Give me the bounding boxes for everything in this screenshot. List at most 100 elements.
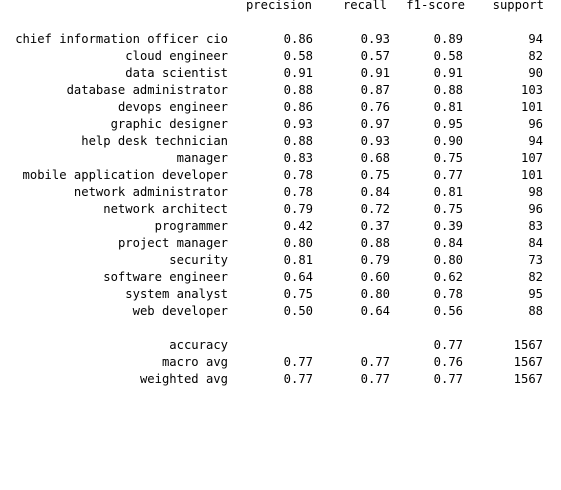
support-value: 96	[528, 117, 543, 131]
class-label: data scientist	[125, 66, 228, 80]
precision-value: 0.75	[283, 287, 313, 301]
precision-value: 0.91	[283, 66, 313, 80]
support-value: 96	[528, 202, 543, 216]
recall-value: 0.80	[360, 287, 390, 301]
class-label: software engineer	[103, 270, 228, 284]
support-value: 84	[528, 236, 543, 250]
precision-value: 0.80	[283, 236, 313, 250]
recall-value: 0.79	[360, 253, 390, 267]
table-row: database administrator 0.88 0.87 0.88 10…	[0, 82, 561, 99]
class-label: network architect	[103, 202, 228, 216]
recall-value: 0.37	[360, 219, 390, 233]
recall-value: 0.91	[360, 66, 390, 80]
support-value: 73	[528, 253, 543, 267]
table-row: data scientist 0.91 0.91 0.91 90	[0, 65, 561, 82]
support-value: 95	[528, 287, 543, 301]
recall-value: 0.97	[360, 117, 390, 131]
support-value: 107	[520, 151, 543, 165]
summary-label: macro avg	[161, 355, 228, 369]
recall-value: 0.93	[360, 32, 390, 46]
table-row: manager 0.83 0.68 0.75 107	[0, 150, 561, 167]
precision-value: 0.58	[283, 49, 313, 63]
f1-score-value: 0.89	[433, 32, 463, 46]
class-label: project manager	[117, 236, 228, 250]
f1-score-value: 0.58	[433, 49, 463, 63]
table-row: devops engineer 0.86 0.76 0.81 101	[0, 99, 561, 116]
support-value: 101	[520, 100, 543, 114]
summary-row-weighted-avg: weighted avg 0.77 0.77 0.77 1567	[0, 371, 561, 388]
support-value: 82	[528, 270, 543, 284]
precision-value: 0.78	[283, 168, 313, 182]
class-label: graphic designer	[110, 117, 228, 131]
table-row: graphic designer 0.93 0.97 0.95 96	[0, 116, 561, 133]
precision-value: 0.83	[283, 151, 313, 165]
f1-score-value: 0.77	[433, 168, 463, 182]
precision-value: 0.88	[283, 83, 313, 97]
f1-score-value: 0.77	[433, 338, 463, 352]
recall-value: 0.87	[360, 83, 390, 97]
table-row: network architect 0.79 0.72 0.75 96	[0, 201, 561, 218]
support-value: 103	[520, 83, 543, 97]
header-support: support	[492, 0, 544, 12]
f1-score-value: 0.95	[433, 117, 463, 131]
f1-score-value: 0.84	[433, 236, 463, 250]
f1-score-value: 0.75	[433, 151, 463, 165]
recall-value: 0.77	[360, 355, 390, 369]
f1-score-value: 0.62	[433, 270, 463, 284]
class-label: chief information officer cio	[15, 32, 228, 46]
precision-value: 0.79	[283, 202, 313, 216]
precision-value: 0.88	[283, 134, 313, 148]
class-label: devops engineer	[117, 100, 228, 114]
f1-score-value: 0.81	[433, 100, 463, 114]
recall-value: 0.72	[360, 202, 390, 216]
table-row: network administrator 0.78 0.84 0.81 98	[0, 184, 561, 201]
f1-score-value: 0.91	[433, 66, 463, 80]
precision-value: 0.78	[283, 185, 313, 199]
precision-value: 0.42	[283, 219, 313, 233]
recall-value: 0.64	[360, 304, 390, 318]
f1-score-value: 0.81	[433, 185, 463, 199]
precision-value: 0.86	[283, 100, 313, 114]
class-label: database administrator	[66, 83, 228, 97]
header-row: precision recall f1-score support	[0, 0, 561, 14]
precision-value: 0.77	[283, 372, 313, 386]
recall-value: 0.68	[360, 151, 390, 165]
support-value: 1567	[513, 355, 543, 369]
support-value: 82	[528, 49, 543, 63]
f1-score-value: 0.78	[433, 287, 463, 301]
table-row: chief information officer cio 0.86 0.93 …	[0, 31, 561, 48]
support-value: 101	[520, 168, 543, 182]
support-value: 94	[528, 134, 543, 148]
recall-value: 0.88	[360, 236, 390, 250]
support-value: 88	[528, 304, 543, 318]
recall-value: 0.57	[360, 49, 390, 63]
precision-value: 0.64	[283, 270, 313, 284]
header-precision: precision	[245, 0, 312, 12]
support-value: 1567	[513, 372, 543, 386]
summary-row-macro-avg: macro avg 0.77 0.77 0.76 1567	[0, 354, 561, 371]
f1-score-value: 0.80	[433, 253, 463, 267]
table-row: project manager 0.80 0.88 0.84 84	[0, 235, 561, 252]
f1-score-value: 0.77	[433, 372, 463, 386]
f1-score-value: 0.39	[433, 219, 463, 233]
summary-row-accuracy: accuracy 0.77 1567	[0, 337, 561, 354]
classification-report: precision recall f1-score support chief …	[0, 0, 561, 388]
support-value: 83	[528, 219, 543, 233]
table-row: mobile application developer 0.78 0.75 0…	[0, 167, 561, 184]
table-row: cloud engineer 0.58 0.57 0.58 82	[0, 48, 561, 65]
recall-value: 0.75	[360, 168, 390, 182]
table-row: programmer 0.42 0.37 0.39 83	[0, 218, 561, 235]
support-value: 98	[528, 185, 543, 199]
header-f1-score: f1-score	[406, 0, 465, 12]
support-value: 1567	[513, 338, 543, 352]
precision-value: 0.86	[283, 32, 313, 46]
f1-score-value: 0.88	[433, 83, 463, 97]
support-value: 90	[528, 66, 543, 80]
recall-value: 0.60	[360, 270, 390, 284]
class-label: programmer	[154, 219, 228, 233]
table-row: security 0.81 0.79 0.80 73	[0, 252, 561, 269]
class-label: mobile application developer	[22, 168, 228, 182]
class-label: security	[169, 253, 228, 267]
table-row: help desk technician 0.88 0.93 0.90 94	[0, 133, 561, 150]
precision-value: 0.77	[283, 355, 313, 369]
